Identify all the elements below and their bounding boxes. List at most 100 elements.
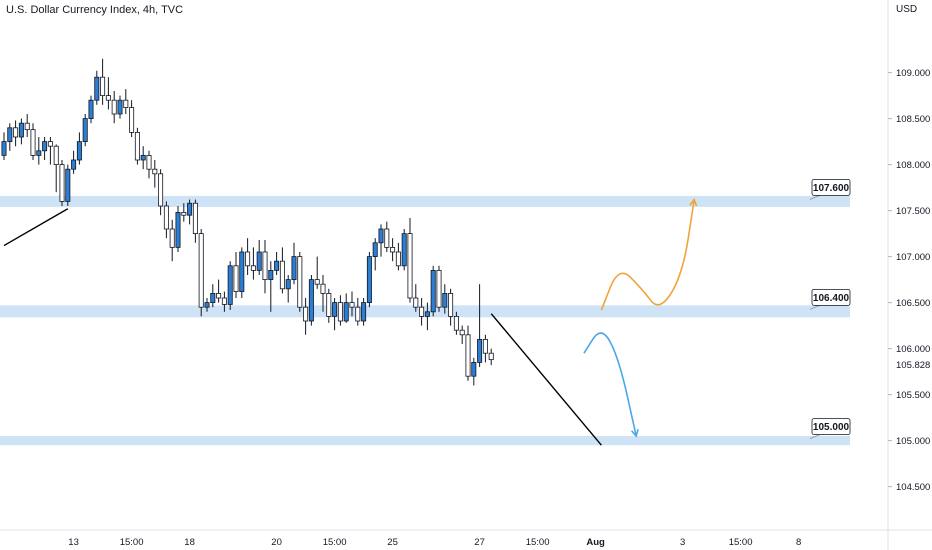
candle-body-38 [221,297,227,305]
candle-body-82 [477,338,483,363]
zone-callout-label-2: 105.000 [813,422,850,433]
candle-body-20 [117,99,123,115]
candle-body-77 [448,292,454,317]
x-tick-label-11: 8 [796,537,801,548]
y-tick-label-4: 107.000 [896,252,930,263]
zone-callout-box-0 [811,178,851,196]
candle-body-55 [320,283,326,294]
x-tick-label-0: 13 [68,537,79,548]
candles-layer [1,58,494,386]
candle-body-6 [36,150,42,156]
y-tick-label-6: 106.000 [896,344,930,355]
projection-path-1 [583,332,637,437]
candle-body-16 [94,76,100,101]
trendline-1 [490,313,602,446]
candle-body-43 [250,265,256,271]
y-tick-label-2: 108.000 [896,160,930,171]
candle-body-9 [53,145,59,165]
candle-body-42 [245,251,251,267]
zone-band-2 [0,436,850,446]
zone-labels-layer: 107.600 106.400 105.000 [809,178,851,440]
projection-arrowhead-1 [630,429,639,438]
candle-body-49 [285,279,291,290]
candle-body-18 [105,95,111,101]
candle-body-64 [372,242,378,258]
candle-body-34 [198,233,204,308]
x-tick-label-3: 20 [271,537,282,548]
x-tick-label-2: 18 [184,537,195,548]
candle-body-78 [453,315,459,331]
candle-body-59 [343,302,349,322]
x-tick-label-1: 15:00 [120,537,144,548]
candle-body-3 [18,122,24,138]
y-tick-label-8: 105.000 [896,436,930,447]
candle-body-62 [361,302,367,322]
candle-body-10 [59,164,65,202]
candle-body-19 [111,99,117,115]
candle-body-26 [152,168,158,175]
zone-band-0 [0,195,850,207]
trendline-0 [3,208,69,247]
candle-body-58 [337,302,343,322]
candle-body-5 [30,129,36,156]
candle-body-52 [303,306,309,322]
candle-body-44 [256,251,262,271]
candle-body-14 [82,118,88,142]
zone-callout-box-1 [811,288,851,306]
zone-callout-label-0: 107.600 [813,183,850,194]
candle-body-40 [233,265,239,292]
candle-body-68 [395,251,401,267]
zone-callout-line-1 [809,304,821,310]
candle-body-75 [436,269,442,308]
candle-body-66 [384,228,390,248]
candle-body-84 [488,352,494,361]
candle-body-28 [163,205,169,230]
candle-body-46 [268,269,274,280]
projection-arrowhead-0 [689,197,698,207]
candle-body-48 [279,260,285,290]
candle-body-36 [210,292,216,303]
candle-body-80 [465,334,471,377]
candle-body-15 [88,99,94,119]
y-tick-label-9: 104.500 [896,482,930,493]
candle-body-41 [239,251,245,292]
candle-body-1 [7,127,13,143]
candle-body-32 [187,202,193,216]
trendlines-layer [3,208,602,446]
candle-body-60 [349,302,355,308]
x-tick-label-4: 15:00 [323,537,347,548]
candle-body-25 [146,154,152,170]
chart-title: U.S. Dollar Currency Index, 4h, TVC [6,4,184,16]
candle-body-0 [1,141,7,156]
candle-body-35 [204,302,210,308]
candle-body-4 [24,122,30,131]
candle-body-73 [424,311,430,317]
candle-body-57 [332,302,338,317]
candle-body-83 [482,338,488,354]
candle-body-2 [13,127,19,138]
y-tick-label-7: 105.500 [896,390,930,401]
candle-body-51 [297,256,303,308]
candle-body-54 [314,279,320,285]
x-tick-label-9: 3 [680,537,685,548]
candle-body-13 [76,141,82,161]
zones-layer [0,195,850,446]
candle-body-67 [390,246,396,253]
candle-body-17 [100,76,106,96]
y-tick-label-1: 108.500 [896,114,930,125]
candle-body-30 [175,212,181,248]
candle-body-79 [459,329,465,336]
candle-body-50 [291,256,297,281]
y-tick-label-5: 106.500 [896,298,930,309]
candle-body-53 [308,279,314,322]
candle-body-12 [71,159,77,170]
candle-body-7 [42,141,48,152]
y-tick-label-3: 107.500 [896,206,930,217]
candle-body-33 [192,202,198,235]
last-price-label: 105.828 [896,360,930,371]
candle-body-65 [378,228,384,244]
candle-body-61 [355,306,361,322]
